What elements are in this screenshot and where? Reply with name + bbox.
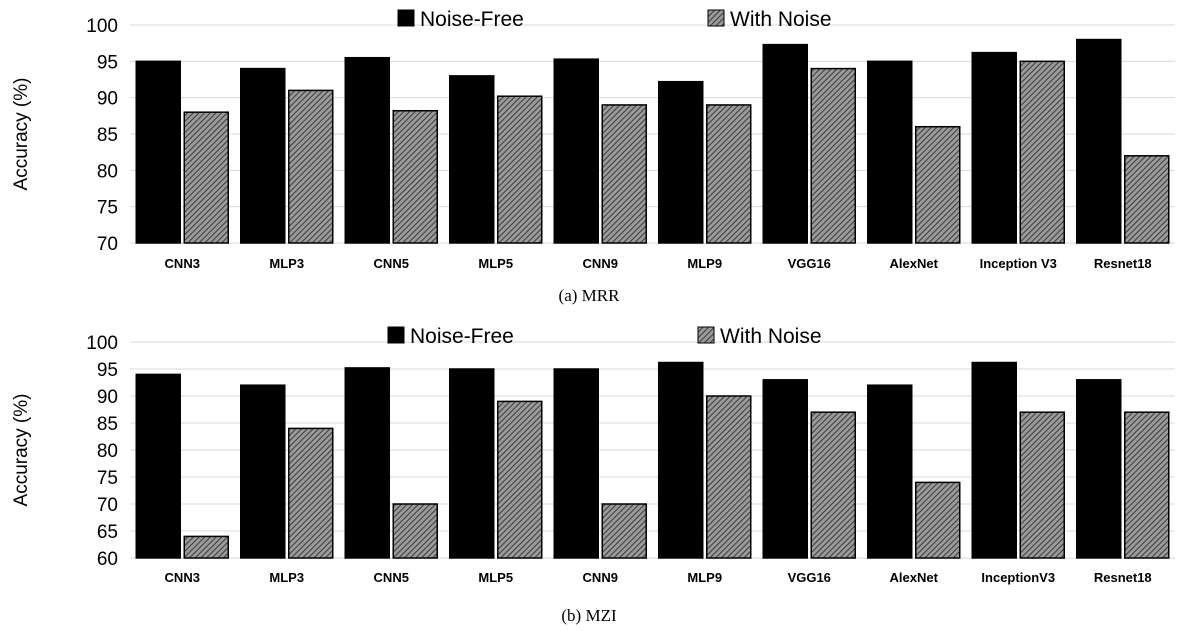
bar-with-noise (183, 111, 229, 244)
bar-noise-free (344, 56, 390, 244)
bar-noise-free (971, 51, 1017, 244)
bar-noise-free (971, 361, 1017, 559)
x-tick-label: MLP3 (269, 570, 304, 585)
y-tick-label: 85 (97, 414, 118, 435)
bar-with-noise (183, 535, 229, 559)
bar-with-noise (1019, 411, 1065, 559)
legend-label: With Noise (730, 8, 832, 31)
legend-swatch (697, 326, 715, 344)
chart-mrr: 70 75 80 85 90 95 100 CNN3 MLP3 CNN5 MLP5 CNN9 MLP9 V… (11, 8, 1175, 305)
x-tick-label: VGG16 (788, 256, 831, 271)
bar-with-noise (288, 89, 334, 244)
legend-label: Noise-Free (420, 8, 524, 31)
x-tick-label: MLP3 (269, 256, 304, 271)
x-tick-label: MLP9 (687, 256, 722, 271)
y-tick-label: 80 (97, 161, 118, 182)
bar-with-noise (601, 104, 647, 244)
x-tick-label: MLP5 (478, 570, 513, 585)
bar-noise-free (240, 384, 286, 559)
bar-noise-free (762, 379, 808, 559)
y-tick-label: 70 (97, 495, 118, 516)
bar-with-noise (288, 427, 334, 559)
y-axis-label: Accuracy (%) (11, 78, 32, 191)
bar-with-noise (497, 400, 543, 559)
y-tick-label: 75 (97, 198, 118, 219)
x-tick-label: Resnet18 (1094, 570, 1152, 585)
bar-with-noise (706, 104, 752, 244)
chart-caption: (b) MZI (561, 606, 617, 625)
bar-with-noise (1124, 411, 1170, 559)
bar-noise-free (449, 75, 495, 244)
bar-noise-free (135, 60, 181, 244)
legend-swatch (387, 326, 405, 344)
legend-swatch (397, 9, 415, 27)
bar-with-noise (392, 503, 438, 559)
x-tick-label: Resnet18 (1094, 256, 1152, 271)
bar-with-noise (1019, 60, 1065, 244)
bar-with-noise (497, 95, 543, 244)
x-tick-label: MLP9 (687, 570, 722, 585)
bar-with-noise (810, 411, 856, 559)
x-tick-label: CNN5 (374, 570, 409, 585)
x-tick-label: InceptionV3 (981, 570, 1055, 585)
x-tick-label: CNN5 (374, 256, 409, 271)
bar-with-noise (810, 67, 856, 244)
x-tick-label: CNN9 (583, 256, 618, 271)
x-tick-label: Inception V3 (980, 256, 1057, 271)
y-tick-label: 90 (97, 89, 118, 110)
y-tick-label: 90 (97, 387, 118, 408)
x-tick-label: AlexNet (890, 256, 939, 271)
bar-noise-free (553, 58, 599, 244)
bar-noise-free (135, 373, 181, 559)
bar-with-noise (1124, 155, 1170, 244)
chart-mzi: 60 65 70 75 80 85 90 95 100 CNN3 MLP3 CNN5 MLP5 CNN9 M… (11, 325, 1175, 625)
y-tick-label: 75 (97, 468, 118, 489)
legend-swatch (707, 9, 725, 27)
y-tick-label: 80 (97, 441, 118, 462)
bar-noise-free (553, 368, 599, 559)
bar-with-noise (392, 109, 438, 244)
x-tick-label: VGG16 (788, 570, 831, 585)
x-tick-label: CNN9 (583, 570, 618, 585)
bar-noise-free (344, 367, 390, 559)
bar-noise-free (867, 384, 913, 559)
y-tick-label: 85 (97, 125, 118, 146)
y-tick-label: 100 (86, 333, 118, 354)
x-tick-label: AlexNet (890, 570, 939, 585)
x-tick-label: MLP5 (478, 256, 513, 271)
bar-noise-free (658, 80, 704, 244)
bar-noise-free (762, 43, 808, 244)
y-tick-label: 65 (97, 522, 118, 543)
y-tick-label: 95 (97, 360, 118, 381)
y-axis-label: Accuracy (%) (11, 394, 32, 507)
x-tick-label: CNN3 (165, 570, 200, 585)
bar-noise-free (449, 368, 495, 559)
y-tick-label: 95 (97, 52, 118, 73)
bar-noise-free (1076, 38, 1122, 244)
bar-with-noise (706, 395, 752, 559)
bar-with-noise (915, 125, 961, 244)
bar-noise-free (867, 60, 913, 244)
chart-caption: (a) MRR (559, 286, 621, 305)
bar-noise-free (240, 67, 286, 244)
x-tick-label: CNN3 (165, 256, 200, 271)
legend-label: Noise-Free (410, 325, 514, 348)
y-tick-label: 100 (86, 16, 118, 37)
bar-with-noise (915, 481, 961, 559)
bar-with-noise (601, 503, 647, 559)
y-tick-label: 70 (97, 234, 118, 255)
legend-label: With Noise (720, 325, 822, 348)
y-tick-label: 60 (97, 549, 118, 570)
bar-noise-free (658, 361, 704, 559)
bar-noise-free (1076, 379, 1122, 559)
